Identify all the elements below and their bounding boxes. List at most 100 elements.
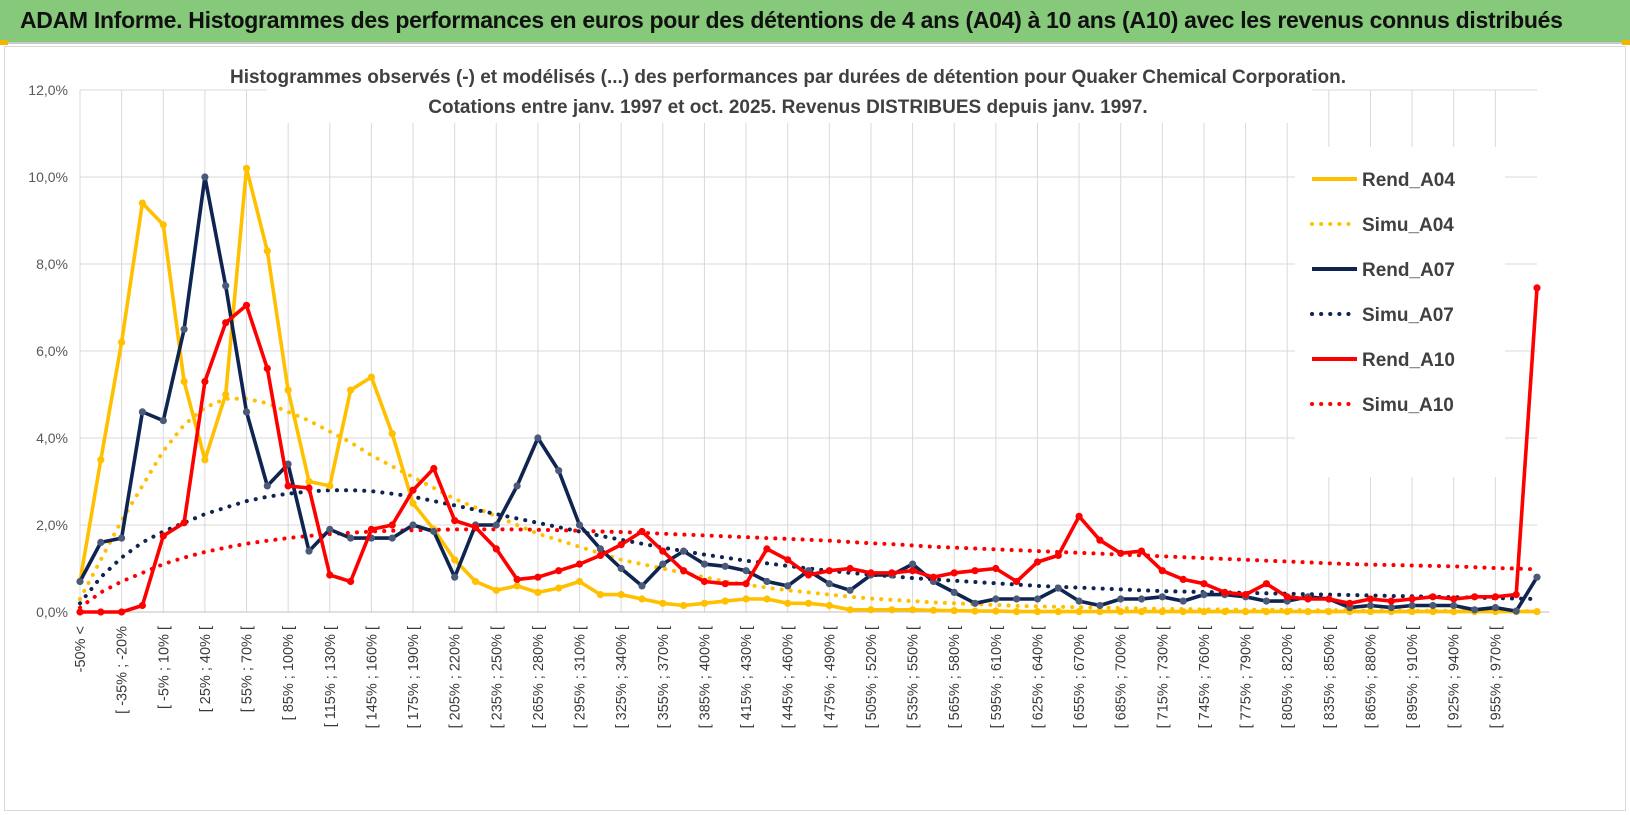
point-Rend_A10 (451, 517, 459, 525)
y-tick-label: 8,0% (36, 256, 68, 272)
x-tick-label: [ 865% ; 880% [ (1363, 626, 1379, 728)
point-Rend_A07 (950, 588, 958, 597)
point-Rend_A07 (909, 560, 917, 568)
point-Rend_A04 (638, 595, 646, 603)
series-lines (76, 164, 1541, 616)
point-Rend_A07 (596, 545, 605, 553)
x-tick-label: [ 835% ; 850% [ (1322, 626, 1338, 728)
point-Rend_A04 (1179, 608, 1187, 616)
point-Rend_A07 (1491, 604, 1499, 612)
point-Rend_A07 (617, 564, 625, 573)
point-Rend_A04 (1283, 608, 1291, 616)
point-Rend_A10 (1304, 595, 1312, 603)
point-Rend_A04 (534, 588, 542, 597)
point-Rend_A07 (763, 577, 771, 586)
point-Rend_A10 (909, 567, 917, 575)
x-tick-label: [ 355% ; 370% [ (656, 626, 672, 728)
point-Rend_A10 (1491, 593, 1499, 601)
point-Rend_A10 (1013, 577, 1021, 586)
point-Rend_A10 (721, 580, 729, 588)
point-Rend_A07 (430, 527, 438, 536)
point-Rend_A04 (180, 377, 188, 386)
point-Rend_A07 (659, 560, 667, 568)
point-Rend_A07 (263, 482, 271, 490)
point-Rend_A10 (347, 577, 355, 586)
point-Rend_A10 (992, 564, 1000, 573)
point-Rend_A10 (929, 573, 938, 581)
point-Rend_A07 (1200, 591, 1208, 599)
point-Rend_A10 (1387, 597, 1395, 605)
point-Rend_A07 (638, 582, 646, 590)
point-Rend_A07 (1033, 595, 1042, 603)
point-Rend_A07 (97, 538, 105, 546)
report-title: ADAM Informe. Histogrammes des performan… (20, 7, 1563, 33)
point-Rend_A04 (721, 597, 729, 605)
legend-label: Rend_A10 (1362, 350, 1455, 371)
legend-item-Rend_A07: Rend_A07 (1312, 260, 1455, 281)
x-tick-label: [ 295% ; 310% [ (573, 626, 589, 728)
point-Rend_A10 (1450, 595, 1458, 603)
x-tick-label: [ 925% ; 940% [ (1447, 626, 1463, 728)
point-Rend_A10 (263, 364, 271, 372)
point-Rend_A04 (305, 477, 313, 486)
point-Rend_A04 (575, 577, 584, 586)
point-Rend_A07 (1471, 606, 1479, 614)
point-Rend_A10 (575, 560, 584, 568)
point-Rend_A04 (1262, 608, 1270, 616)
point-Rend_A04 (242, 164, 251, 172)
x-tick-label: -50% < (73, 626, 89, 672)
point-Rend_A10 (326, 571, 334, 579)
point-Rend_A04 (1033, 608, 1042, 616)
point-Rend_A04 (680, 601, 688, 610)
x-tick-label: [ 445% ; 460% [ (781, 626, 797, 728)
point-Rend_A04 (804, 599, 813, 607)
line-Simu_A07 (78, 488, 1539, 606)
point-Rend_A07 (347, 534, 355, 542)
point-Rend_A07 (1096, 601, 1104, 610)
banner-corner-left (0, 40, 8, 45)
point-Rend_A04 (326, 482, 334, 490)
line-Simu_A10 (78, 527, 1539, 610)
point-Rend_A07 (1137, 595, 1146, 603)
point-Rend_A07 (326, 525, 334, 533)
point-Rend_A04 (1325, 608, 1333, 616)
x-tick-label: [ 145% ; 160% [ (364, 626, 380, 728)
point-Rend_A10 (1158, 567, 1166, 575)
x-tick-label: [ 595% ; 610% [ (989, 626, 1005, 728)
point-Rend_A07 (846, 586, 854, 594)
point-Rend_A10 (1179, 575, 1187, 584)
point-Rend_A10 (638, 527, 646, 536)
point-Rend_A07 (451, 573, 459, 581)
point-Rend_A10 (700, 577, 709, 586)
legend-label: Simu_A10 (1362, 395, 1454, 416)
x-tick-label: [ 115% ; 130% [ (323, 626, 339, 727)
point-Rend_A04 (367, 373, 375, 381)
banner-corner-right (1622, 40, 1630, 45)
point-Rend_A04 (1054, 608, 1062, 616)
point-Rend_A10 (1137, 547, 1146, 555)
point-Rend_A10 (118, 608, 126, 616)
point-Rend_A10 (680, 567, 688, 575)
point-Rend_A04 (742, 595, 750, 603)
series-Rend_A10 (76, 284, 1541, 616)
point-Rend_A10 (97, 608, 105, 616)
point-Rend_A10 (180, 519, 188, 527)
point-Rend_A10 (1200, 580, 1208, 588)
x-tick-label: [ 265% ; 280% [ (531, 626, 547, 728)
point-Rend_A07 (1262, 597, 1270, 605)
x-tick-label: [ 895% ; 910% [ (1405, 626, 1421, 728)
point-Rend_A07 (742, 567, 750, 575)
point-Rend_A04 (1075, 608, 1083, 616)
point-Rend_A10 (1096, 536, 1104, 544)
point-Rend_A04 (1366, 608, 1375, 616)
x-tick-label: [ 235% ; 250% [ (489, 626, 505, 728)
x-tick-label: [ -35% ; -20% (115, 626, 131, 714)
point-Rend_A07 (201, 173, 209, 181)
histogram-chart: 0,0% 2,0% 4,0% 6,0% 8,0% 10,0% 12,0% -50% < [ -… (28, 61, 1549, 728)
point-Rend_A04 (1450, 608, 1458, 616)
point-Rend_A10 (596, 551, 605, 559)
point-Rend_A04 (388, 430, 396, 438)
point-Rend_A10 (159, 532, 167, 540)
legend-box (1295, 147, 1505, 477)
point-Rend_A10 (784, 556, 792, 564)
